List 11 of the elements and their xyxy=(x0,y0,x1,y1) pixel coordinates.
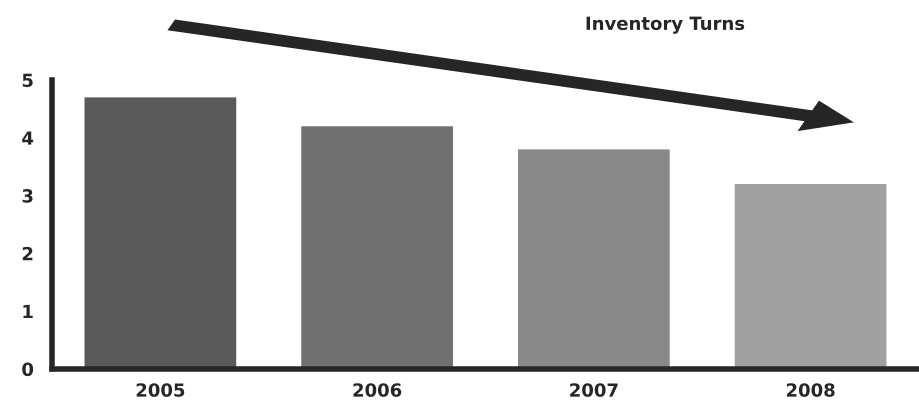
x-tick-label: 2007 xyxy=(570,383,618,397)
y-tick-label: 4 xyxy=(22,131,34,145)
y-tick-label: 2 xyxy=(22,246,32,260)
x-tick-label: 2006 xyxy=(353,383,402,397)
chart-title: Inventory Turns xyxy=(586,16,744,34)
y-tick-label: 1 xyxy=(23,304,33,318)
y-tick-label: 0 xyxy=(22,362,34,376)
y-tick-label: 5 xyxy=(22,74,33,88)
x-tick-label: 2005 xyxy=(136,383,184,397)
y-tick-label: 3 xyxy=(22,189,33,203)
x-tick-label: 2008 xyxy=(786,383,835,397)
